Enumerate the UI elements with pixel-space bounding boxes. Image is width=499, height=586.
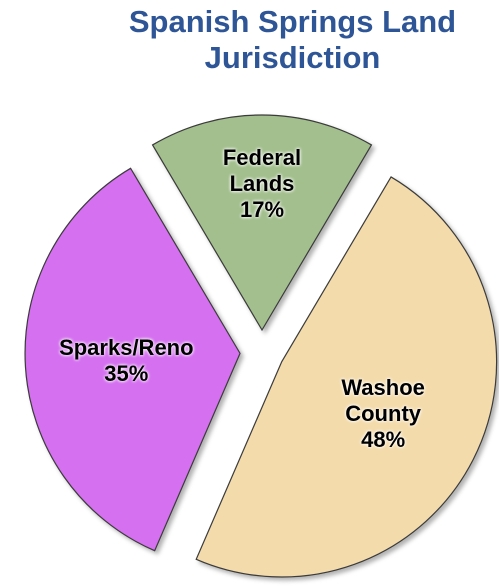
slice-category-label: Washoe County: [341, 374, 425, 426]
chart-title: Spanish Springs Land Jurisdiction: [128, 4, 457, 75]
slice-value-label: 17%: [239, 196, 285, 222]
slice-value-label: 35%: [104, 360, 149, 386]
pie-slice: [195, 176, 498, 578]
slice-label: Federal Lands 17%: [207, 145, 317, 223]
slice-label: Washoe County 48%: [328, 375, 438, 453]
slice-category-label: Federal Lands: [222, 144, 302, 196]
slice-value-label: 48%: [361, 426, 406, 452]
slice-label: Sparks/Reno 35%: [56, 335, 196, 387]
pie-slice: [151, 114, 373, 332]
slice-category-label: Sparks/Reno: [59, 334, 194, 360]
pie-slice: [24, 167, 241, 552]
